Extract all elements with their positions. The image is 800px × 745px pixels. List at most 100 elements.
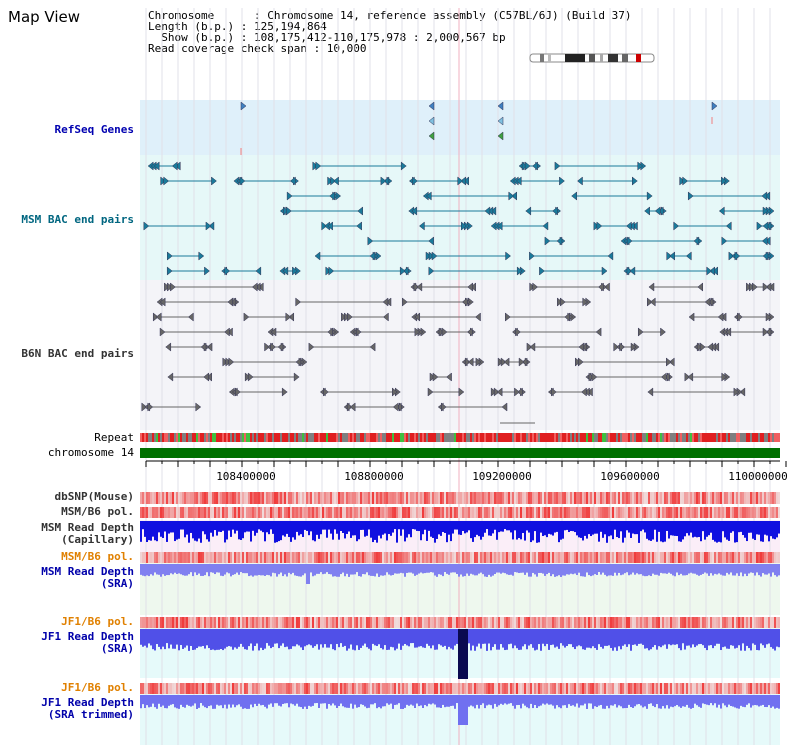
repeat-segment — [734, 433, 736, 442]
msm-b6-pol-cell — [196, 552, 198, 563]
track-label-msm-b6-pol-1[interactable]: MSM/B6 pol. — [61, 505, 134, 518]
msm-sra-depth — [750, 564, 752, 573]
jf1-sra-depth — [286, 629, 288, 647]
msm-b6-pol-cell — [288, 552, 290, 563]
jf1-b6-pol-cell — [518, 617, 520, 628]
dbsnp-cell — [694, 492, 696, 504]
jf1-trim-depth — [342, 695, 344, 707]
repeat-segment — [192, 433, 194, 442]
jf1-sra-depth — [342, 629, 344, 647]
jf1-b6-pol-cell — [500, 617, 502, 628]
msm-b6-pol-cell — [748, 507, 750, 518]
dbsnp-cell — [178, 492, 180, 504]
track-label-msm-read-depth-capillary[interactable]: MSM Read Depth (Capillary) — [41, 521, 134, 546]
jf1-b6-pol-cell — [690, 683, 692, 694]
b6n-bac-pair-end — [152, 312, 159, 322]
dbsnp-cell — [652, 492, 654, 504]
b6n-bac-pair-end — [493, 387, 500, 397]
msm-sra-depth — [264, 564, 266, 576]
msm-b6-pol-cell — [638, 507, 640, 518]
msm-b6-pol-cell — [754, 507, 756, 518]
b6n-bac-pair-end — [413, 282, 420, 292]
msm-sra-depth — [414, 564, 416, 576]
jf1-trim-depth — [362, 695, 364, 705]
jf1-trim-depth — [596, 695, 598, 708]
msm-b6-pol-cell — [394, 552, 396, 563]
msm-capillary-depth — [622, 521, 624, 543]
track-label-msm-read-depth-sra[interactable]: MSM Read Depth (SRA) — [41, 565, 134, 590]
msm-capillary-depth — [534, 521, 536, 532]
b6n-bac-pair-end — [392, 402, 399, 412]
repeat-segment — [330, 433, 332, 442]
msm-b6-pol-cell — [506, 507, 508, 518]
msm-b6-pol-cell — [404, 552, 406, 563]
jf1-b6-pol-cell — [466, 617, 468, 628]
msm-sra-depth — [154, 564, 156, 573]
msm-sra-depth — [692, 564, 694, 574]
track-label-repeat[interactable]: Repeat — [94, 431, 134, 444]
track-label-jf1-read-depth-trimmed[interactable]: JF1 Read Depth (SRA trimmed) — [41, 696, 134, 721]
jf1-b6-pol-cell — [534, 683, 536, 694]
msm-b6-pol-cell — [546, 552, 548, 563]
jf1-b6-pol-cell — [630, 617, 632, 628]
track-label-chromosome[interactable]: chromosome 14 — [47, 446, 134, 459]
msm-b6-pol-cell — [640, 507, 642, 518]
msm-sra-depth — [682, 564, 684, 576]
jf1-trim-depth — [470, 695, 472, 706]
jf1-b6-pol-cell — [438, 617, 440, 628]
track-label-b6n-bac[interactable]: B6N BAC end pairs — [21, 347, 134, 360]
jf1-b6-pol-cell — [726, 617, 728, 628]
jf1-sra-depth — [156, 629, 158, 645]
b6n-bac-pair-end — [414, 312, 421, 322]
jf1-b6-pol-cell — [720, 683, 722, 694]
repeat-segment — [166, 433, 168, 442]
msm-bac-pair-end — [532, 161, 538, 171]
repeat-segment — [370, 433, 372, 442]
msm-capillary-depth — [594, 521, 596, 534]
jf1-b6-pol-cell — [140, 683, 142, 694]
jf1-trim-depth — [326, 695, 328, 709]
track-label-refseq[interactable]: RefSeq Genes — [54, 123, 134, 136]
repeat-segment — [158, 433, 160, 442]
msm-b6-pol-cell — [640, 552, 642, 563]
jf1-sra-depth — [664, 629, 666, 645]
b6n-bac-pair-end — [475, 357, 482, 367]
track-label-jf1-b6-pol-1[interactable]: JF1/B6 pol. — [61, 615, 134, 628]
msm-bac-pair-end — [721, 176, 727, 186]
msm-sra-depth — [530, 564, 532, 577]
ideogram-band — [540, 54, 544, 62]
msm-b6-pol-cell — [406, 552, 408, 563]
track-label-msm-bac[interactable]: MSM BAC end pairs — [21, 213, 134, 226]
track-label-msm-b6-pol-2[interactable]: MSM/B6 pol. — [61, 550, 134, 563]
msm-b6-pol-cell — [538, 507, 540, 518]
msm-b6-pol-cell — [482, 507, 484, 518]
msm-b6-pol-cell — [568, 552, 570, 563]
jf1-trim-depth — [644, 695, 646, 707]
jf1-b6-pol-cell — [742, 683, 744, 694]
repeat-segment — [574, 433, 576, 442]
track-label-dbsnp[interactable]: dbSNP(Mouse) — [54, 490, 134, 503]
jf1-trim-depth — [522, 695, 524, 704]
dbsnp-cell — [312, 492, 314, 504]
msm-sra-depth — [664, 564, 666, 574]
jf1-trim-depth — [588, 695, 590, 704]
track-label-jf1-b6-pol-2[interactable]: JF1/B6 pol. — [61, 681, 134, 694]
msm-sra-depth — [318, 564, 320, 574]
jf1-b6-pol-cell — [568, 683, 570, 694]
jf1-b6-pol-cell — [168, 683, 170, 694]
jf1-sra-depth — [734, 629, 736, 649]
msm-b6-pol-cell — [172, 552, 174, 563]
jf1-trim-depth — [556, 695, 558, 706]
repeat-segment — [760, 433, 762, 442]
jf1-b6-pol-cell — [530, 683, 532, 694]
jf1-b6-pol-cell — [174, 617, 176, 628]
jf1-b6-pol-cell — [346, 683, 348, 694]
track-label-jf1-read-depth-sra[interactable]: JF1 Read Depth (SRA) — [41, 630, 134, 655]
msm-b6-pol-cell — [326, 507, 328, 518]
msm-bac-pair-end — [208, 221, 215, 231]
msm-b6-pol-cell — [660, 507, 662, 518]
jf1-b6-pol-cell — [238, 617, 240, 628]
msm-b6-pol-cell — [728, 507, 730, 518]
b6n-bac-pair-end — [159, 327, 166, 337]
